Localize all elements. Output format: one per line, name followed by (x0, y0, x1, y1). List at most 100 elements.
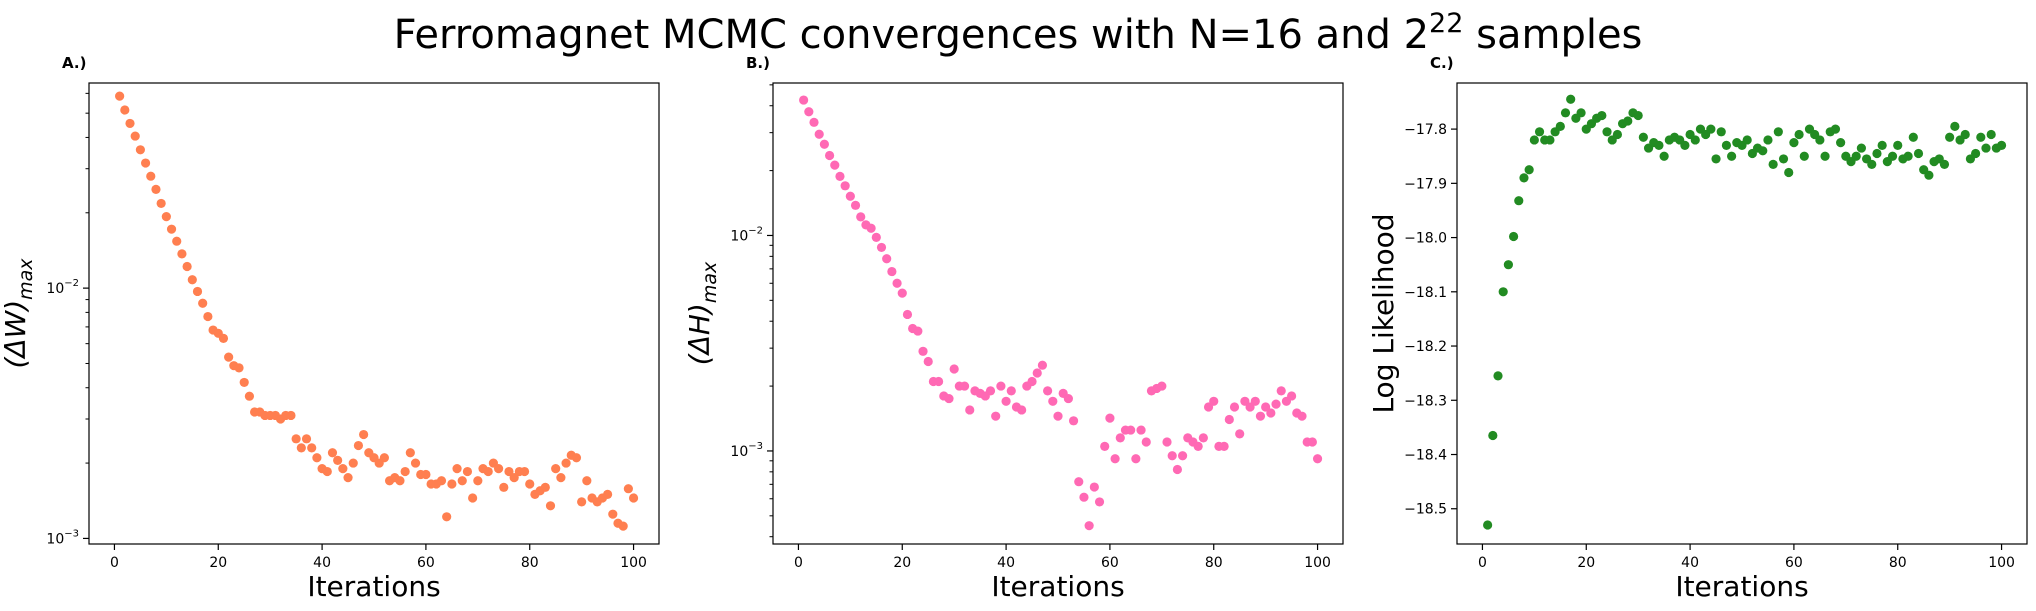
data-point (307, 443, 317, 453)
data-point (327, 448, 338, 458)
data-point (556, 472, 566, 483)
data-point (1493, 371, 1503, 381)
data-point (1680, 140, 1690, 150)
data-point (1545, 135, 1555, 145)
data-point (1157, 381, 1167, 391)
data-point (1068, 416, 1079, 426)
data-point (1167, 451, 1177, 461)
data-point (1560, 108, 1571, 118)
data-point (934, 376, 944, 387)
data-point (892, 278, 902, 288)
data-point (1110, 454, 1120, 464)
data-point (850, 200, 861, 210)
data-point (876, 242, 887, 253)
data-point (545, 501, 556, 511)
data-point (395, 476, 405, 486)
data-point (1224, 414, 1234, 425)
data-point (187, 275, 197, 285)
data-point (1633, 110, 1643, 121)
data-point (1913, 148, 1924, 159)
data-point (291, 434, 301, 444)
data-point (1271, 399, 1281, 409)
data-point (1136, 425, 1146, 435)
x-tick-label: 20 (1577, 555, 1595, 571)
data-point (1053, 411, 1063, 421)
data-point (1529, 135, 1539, 145)
data-point (172, 236, 182, 246)
data-point (1867, 159, 1877, 169)
data-point (814, 129, 824, 139)
data-point (473, 476, 483, 486)
data-point (135, 145, 145, 155)
data-point (1830, 124, 1841, 134)
y-tick-label: 10−2 (730, 225, 763, 244)
data-point (571, 453, 582, 463)
data-point (1266, 408, 1276, 418)
data-point (1307, 437, 1317, 447)
data-point (166, 224, 177, 234)
y-tick-label: 10−3 (730, 441, 763, 460)
data-point (1727, 151, 1737, 161)
data-point (1094, 497, 1105, 507)
data-point (1229, 402, 1240, 412)
data-point (1162, 437, 1172, 447)
data-point (845, 191, 855, 201)
data-point (996, 381, 1006, 391)
data-point (577, 497, 587, 507)
data-point (1503, 260, 1513, 270)
data-point (1887, 151, 1898, 161)
data-point (457, 476, 467, 486)
data-point (234, 363, 244, 373)
data-point (504, 466, 514, 477)
data-point (1623, 116, 1633, 126)
y-tick-label: −18.3 (1404, 393, 1447, 409)
data-point (608, 509, 618, 519)
y-tick-label: −17.8 (1404, 122, 1447, 138)
data-point (1602, 127, 1612, 137)
data-point (1820, 151, 1830, 161)
panel-a-label: A.) (62, 54, 86, 72)
data-point (856, 212, 866, 222)
data-point (436, 476, 447, 486)
x-tick-label: 20 (893, 555, 911, 571)
data-point (1100, 441, 1110, 451)
y-tick-label: −18.5 (1404, 502, 1447, 518)
data-point (1566, 94, 1576, 104)
data-point (1017, 405, 1027, 415)
data-point (130, 131, 140, 141)
x-tick-label: 80 (521, 555, 539, 571)
data-point (882, 254, 892, 264)
data-point (1235, 429, 1245, 439)
data-point (1784, 167, 1794, 178)
x-tick-label: 0 (794, 555, 803, 571)
data-point (949, 364, 959, 374)
data-point (1638, 132, 1648, 142)
data-point (120, 105, 130, 115)
data-point (1498, 287, 1508, 297)
data-point (1508, 231, 1519, 242)
data-point (296, 443, 306, 453)
data-point (1177, 451, 1188, 461)
data-point (244, 391, 255, 401)
data-point (1219, 441, 1229, 451)
data-point (312, 453, 322, 463)
data-point (1903, 151, 1913, 161)
data-point (1654, 140, 1664, 150)
data-point (1488, 430, 1498, 441)
data-point (913, 326, 923, 336)
figure-title: Ferromagnet MCMC convergences with N=16 … (394, 8, 1643, 58)
x-axis-label: Iterations (307, 570, 440, 603)
data-point (623, 484, 633, 494)
data-point (866, 223, 876, 233)
data-point (1261, 402, 1271, 412)
data-point (540, 482, 550, 492)
data-point (819, 139, 829, 149)
data-point (1131, 454, 1141, 464)
data-point (1996, 140, 2007, 150)
data-point (1063, 393, 1073, 404)
data-point (1276, 386, 1286, 396)
y-tick-label: −17.9 (1404, 176, 1447, 192)
data-point (400, 466, 410, 477)
data-point (1250, 396, 1260, 406)
data-point (618, 521, 628, 531)
